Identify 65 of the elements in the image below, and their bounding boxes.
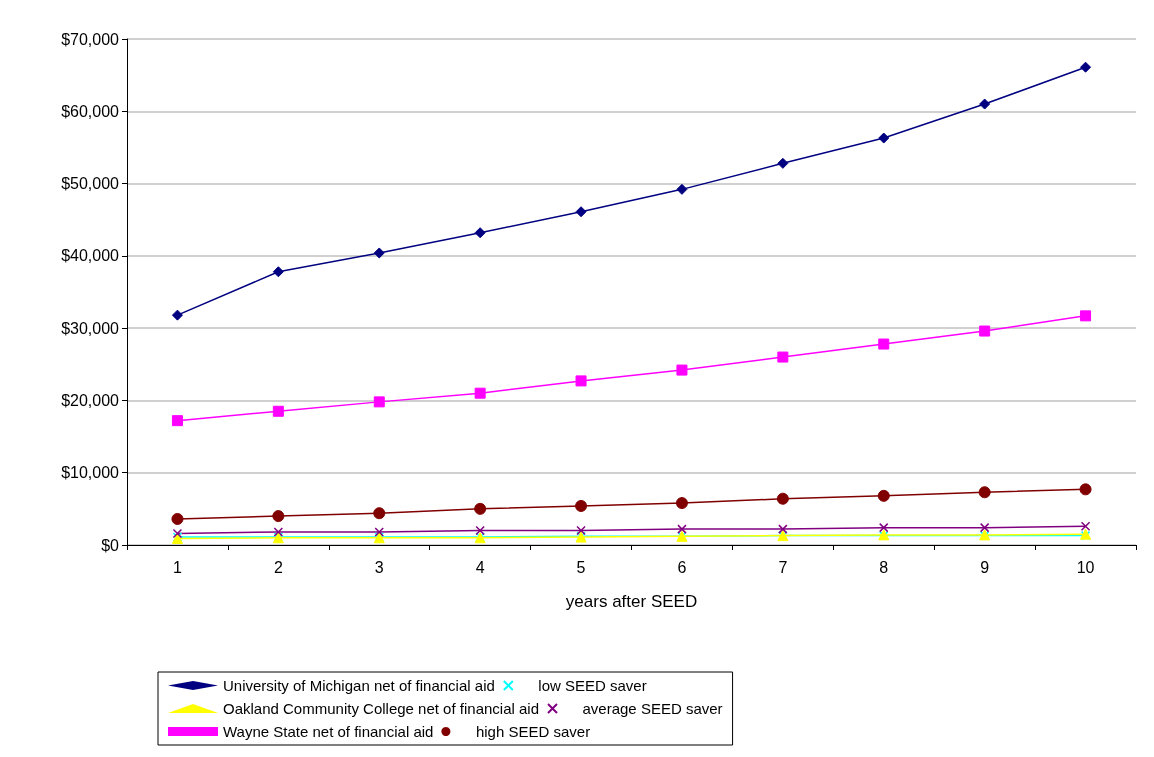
point: [1080, 521, 1091, 531]
point: [373, 247, 385, 259]
point: [171, 309, 183, 321]
legend-label: average SEED saver: [582, 700, 723, 717]
legend-label: low SEED saver: [538, 677, 647, 694]
point: [474, 387, 486, 399]
point: [576, 525, 586, 536]
point: [676, 364, 688, 376]
point: [978, 486, 991, 499]
point: [1080, 61, 1092, 73]
x-axis-title: years after SEED: [565, 592, 698, 611]
point: [778, 524, 788, 534]
y-tick-label: $70,000: [61, 30, 120, 48]
legend-label: high SEED saver: [475, 723, 591, 740]
legend-label: University of Michigan net of financial aid: [223, 677, 495, 694]
point: [172, 528, 183, 539]
point: [677, 524, 687, 534]
point: [979, 325, 991, 337]
y-tick-label: $0: [101, 536, 120, 554]
point: [272, 405, 284, 417]
legend-label: Wayne State net of financial aid: [223, 723, 434, 740]
point: [475, 525, 485, 536]
point: [273, 527, 284, 537]
point: [777, 157, 789, 169]
point: [474, 502, 487, 515]
point: [374, 527, 384, 537]
x-tick-label: 3: [374, 558, 384, 576]
x-tick-label: 10: [1076, 558, 1095, 576]
point: [171, 415, 183, 427]
point: [373, 507, 386, 520]
point: [878, 338, 890, 350]
point: [979, 98, 991, 110]
point: [171, 512, 184, 525]
point: [373, 396, 385, 408]
point: [776, 492, 789, 505]
x-tick-label: 9: [980, 558, 990, 576]
y-tick-label: $10,000: [61, 464, 120, 482]
point: [675, 497, 688, 510]
point: [879, 522, 889, 533]
point: [575, 375, 587, 387]
x-tick-label: 5: [576, 558, 586, 576]
y-tick-label: $20,000: [61, 391, 120, 409]
point: [676, 183, 688, 195]
point: [575, 206, 587, 218]
point: [777, 351, 789, 363]
point: [474, 227, 486, 239]
x-tick-label: 1: [173, 558, 182, 576]
point: [272, 510, 285, 523]
x-tick-label: 2: [273, 558, 283, 576]
point: [877, 489, 890, 502]
y-tick-label: $30,000: [61, 319, 120, 337]
x-tick-label: 6: [677, 558, 687, 576]
point: [878, 132, 890, 144]
legend-label: Oakland Community College net of financial aid: [223, 700, 540, 717]
point: [575, 499, 588, 512]
x-tick-label: 8: [879, 558, 889, 576]
y-tick-label: $60,000: [61, 102, 120, 120]
x-tick-label: 4: [475, 558, 485, 576]
y-tick-label: $50,000: [61, 175, 120, 193]
y-tick-label: $40,000: [61, 247, 120, 265]
point: [1079, 483, 1092, 496]
x-tick-label: 7: [778, 558, 788, 576]
point: [272, 266, 284, 278]
point: [1080, 310, 1092, 322]
point: [979, 522, 990, 533]
